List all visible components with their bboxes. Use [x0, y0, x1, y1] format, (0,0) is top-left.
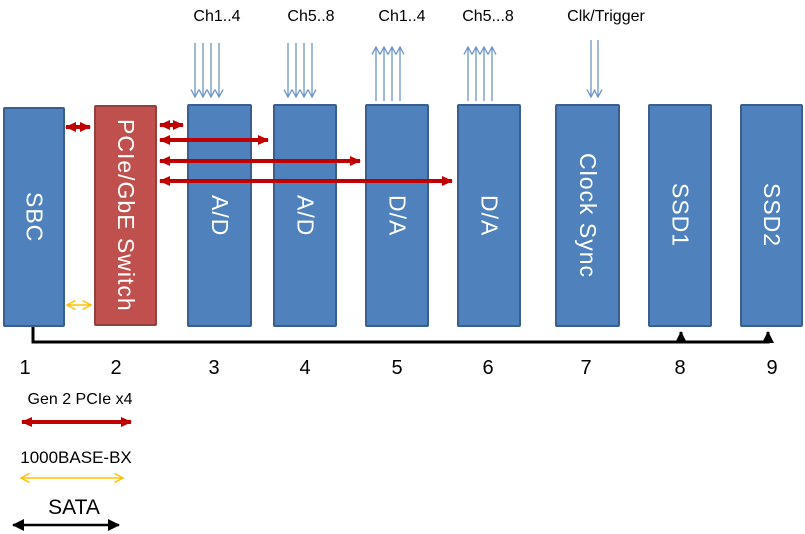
- card-ad-1: A/D: [187, 104, 252, 327]
- channel-label-ad2: Ch5..8: [287, 8, 335, 25]
- slot-number-9: 9: [766, 357, 778, 379]
- card-pcie-gbe-switch-label: PCIe/GbE Switch: [113, 119, 139, 312]
- card-da-1-label: D/A: [384, 194, 411, 237]
- card-ad-2: A/D: [273, 104, 337, 327]
- channel-label-da2: Ch5...8: [462, 8, 514, 25]
- slot-number-5: 5: [391, 357, 403, 379]
- card-da-2-label: D/A: [476, 194, 503, 237]
- channel-input-arrows-ad1: [195, 43, 219, 97]
- card-ssd1-label: SSD1: [667, 183, 694, 248]
- card-ad-2-label: A/D: [292, 194, 319, 237]
- card-ssd1: SSD1: [648, 104, 712, 327]
- channel-output-arrows-da2: [468, 47, 492, 101]
- slot-number-4: 4: [299, 357, 311, 379]
- legend-gbe-label: 1000BASE-BX: [20, 448, 132, 467]
- card-clock-sync: Clock Sync: [555, 104, 620, 327]
- channel-output-arrows-da1: [376, 47, 400, 101]
- slot-number-6: 6: [482, 357, 494, 379]
- channel-input-arrows-ad2: [288, 43, 312, 97]
- card-ssd2-label: SSD2: [759, 183, 785, 248]
- card-ssd2: SSD2: [740, 104, 803, 327]
- channel-label-ad1: Ch1..4: [193, 8, 241, 25]
- clk-trigger-label: Clk/Trigger: [567, 8, 645, 25]
- slot-number-2: 2: [110, 357, 122, 379]
- slot-number-1: 1: [19, 357, 31, 379]
- card-pcie-gbe-switch: PCIe/GbE Switch: [94, 105, 157, 326]
- card-da-1: D/A: [365, 104, 429, 327]
- card-clock-sync-label: Clock Sync: [575, 152, 601, 279]
- slot-number-3: 3: [208, 357, 220, 379]
- legend-pcie-label: Gen 2 PCIe x4: [27, 391, 133, 408]
- legend-sata-label: SATA: [48, 496, 100, 519]
- card-ad-1-label: A/D: [207, 194, 233, 237]
- slot-number-7: 7: [580, 357, 592, 379]
- sata-bus: [31, 327, 774, 344]
- card-sbc: SBC: [3, 107, 65, 327]
- card-da-2: D/A: [457, 104, 521, 327]
- slot-number-8: 8: [674, 357, 686, 379]
- channel-label-da1: Ch1..4: [378, 8, 426, 25]
- card-sbc-label: SBC: [21, 191, 48, 243]
- clk-trigger-arrows: [591, 40, 598, 97]
